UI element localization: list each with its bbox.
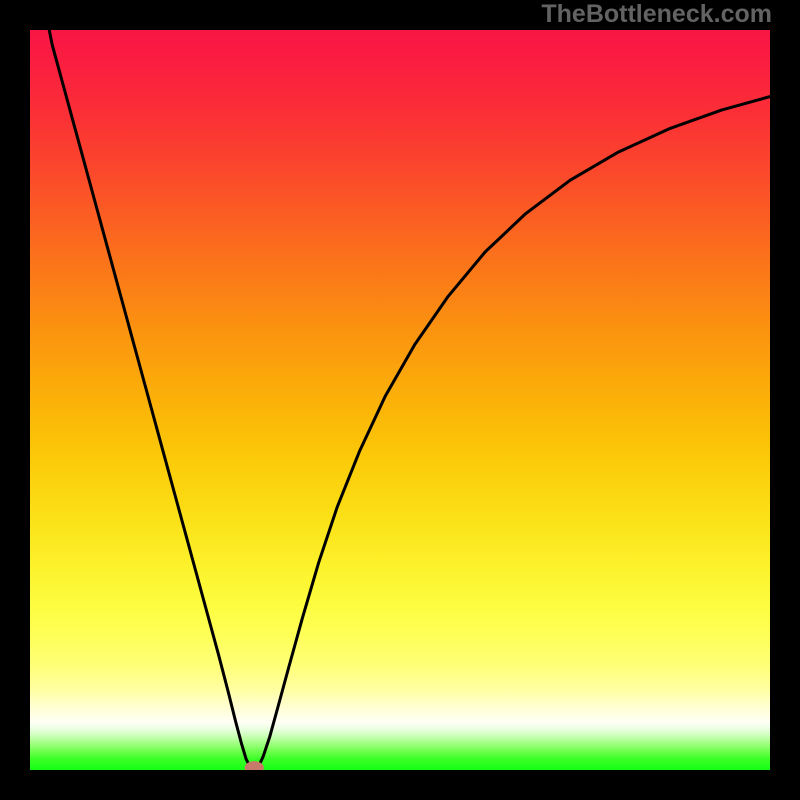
- watermark-label: TheBottleneck.com: [541, 0, 772, 29]
- chart-svg: [30, 30, 770, 770]
- chart-plot-area: [30, 30, 770, 770]
- gradient-background: [30, 30, 770, 770]
- chart-frame: TheBottleneck.com: [0, 0, 800, 800]
